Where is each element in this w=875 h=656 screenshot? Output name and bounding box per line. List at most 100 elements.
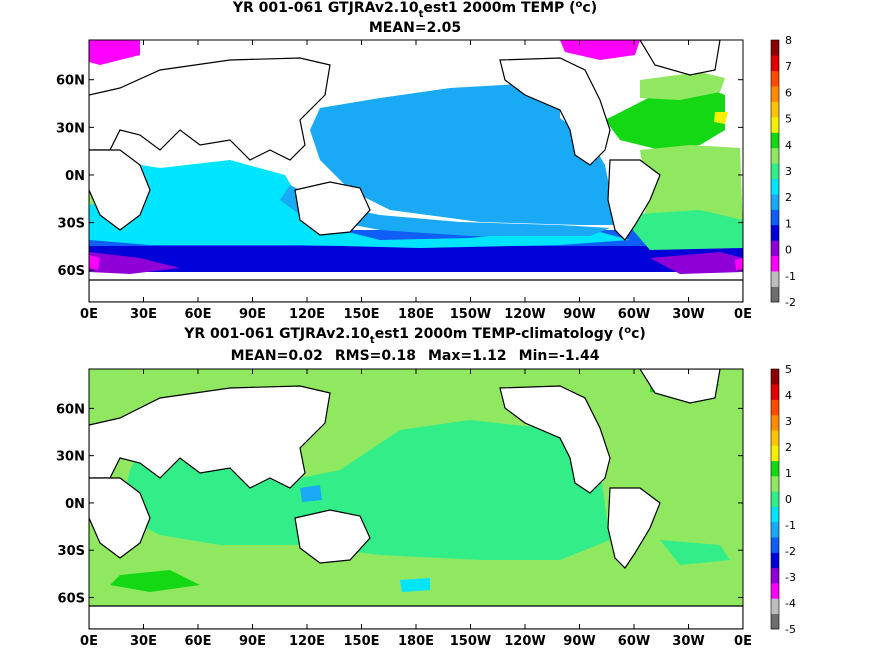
colorbar-level-label: 3 xyxy=(785,165,792,178)
x-tick-label: 150E xyxy=(343,634,379,649)
colorbar-level-label: -3 xyxy=(785,571,796,584)
bottom-title: YR 001-061 GTJRAv2.10test1 2000m TEMP-cl… xyxy=(183,325,646,346)
top-panel: YR 001-061 GTJRAv2.10test1 2000m TEMP (o… xyxy=(56,0,796,322)
stat-mean: MEAN=0.02 xyxy=(231,348,323,364)
colorbar-segment xyxy=(771,537,779,553)
top-southern-blue xyxy=(280,185,610,236)
colorbar-segment xyxy=(771,240,779,257)
colorbar-level-label: 2 xyxy=(785,441,792,454)
colorbar-segment xyxy=(771,147,779,164)
x-tick-label: 90W xyxy=(563,307,595,322)
colorbar-segment xyxy=(771,583,779,599)
colorbar-segment xyxy=(771,491,779,507)
x-tick-label: 180E xyxy=(398,634,434,649)
bottom-land-south-america xyxy=(607,487,661,569)
colorbar-segment xyxy=(771,476,779,492)
top-north-atlantic-green xyxy=(605,85,725,150)
top-land-south-america xyxy=(607,159,661,241)
colorbar-segment xyxy=(771,209,779,226)
top-colorbar: -2 -1 0 1 2 3 4 5 6 7 8 xyxy=(770,34,796,309)
bottom-green-patch-1 xyxy=(110,570,200,592)
colorbar-segment xyxy=(771,613,779,630)
colorbar-segment xyxy=(771,86,779,102)
top-x-ticks: 0E 30E 60E 90E 120E 150E 180E 150W 120W 90W 60W 30W… xyxy=(80,40,752,322)
colorbar-level-label: 3 xyxy=(785,415,792,428)
colorbar-segment xyxy=(771,271,779,287)
x-tick-label: 90W xyxy=(563,634,595,649)
colorbar-segment xyxy=(771,132,779,149)
x-tick-label: 120E xyxy=(289,634,325,649)
x-tick-label: 60E xyxy=(185,307,212,322)
x-tick-label: 60W xyxy=(618,634,650,649)
colorbar-segment xyxy=(771,399,779,416)
x-tick-label: 150W xyxy=(450,307,491,322)
bottom-panel: YR 001-061 GTJRAv2.10test1 2000m TEMP-cl… xyxy=(56,325,796,649)
colorbar-frame xyxy=(770,368,780,630)
y-tick-label: 60S xyxy=(58,264,85,279)
bottom-x-ticks: 0E 30E 60E 90E 120E 150E 180E 150W 120W 90W 60W 30W… xyxy=(80,369,752,649)
top-land-australia xyxy=(294,181,371,236)
x-tick-label: 120W xyxy=(504,634,545,649)
colorbar-level-label: 5 xyxy=(785,113,792,126)
colorbar-level-label: -5 xyxy=(785,623,796,636)
top-land-greenland xyxy=(639,40,721,76)
top-land-eurasia-africa-north xyxy=(89,57,331,161)
colorbar-level-label: -4 xyxy=(785,597,796,610)
colorbar-segment xyxy=(771,552,779,569)
x-tick-label: 150E xyxy=(343,307,379,322)
colorbar-segment xyxy=(771,430,779,446)
top-atlantic-mint-band xyxy=(620,210,743,250)
x-tick-label: 120E xyxy=(289,307,325,322)
top-land-antarctica xyxy=(89,279,743,302)
colorbar-segment xyxy=(771,101,779,118)
top-arctic-lightgreen xyxy=(640,72,725,100)
y-tick-label: 30N xyxy=(56,450,85,465)
stat-min: Min=-1.44 xyxy=(519,348,600,364)
colorbar-level-label: 0 xyxy=(785,244,792,257)
stat-max: Max=1.12 xyxy=(428,348,507,364)
colorbar-segment xyxy=(771,598,779,615)
y-tick-label: 30S xyxy=(58,544,85,559)
colorbar-segment xyxy=(771,414,779,431)
colorbar-level-label: 1 xyxy=(785,217,792,230)
colorbar-segment xyxy=(771,369,779,385)
x-tick-label: 90E xyxy=(239,307,266,322)
x-tick-label: 0E xyxy=(734,307,752,322)
top-pacific-blue xyxy=(310,84,615,225)
bottom-blue-patch xyxy=(300,485,322,502)
y-tick-label: 30N xyxy=(56,121,85,136)
colorbar-segment xyxy=(771,224,779,241)
y-tick-label: 0N xyxy=(65,497,85,512)
x-tick-label: 60E xyxy=(185,634,212,649)
bottom-y-ticks: 60N 30N 0N 30S 60S xyxy=(56,402,743,606)
top-land-north-america xyxy=(499,57,611,166)
x-tick-label: 0E xyxy=(80,307,98,322)
colorbar-segment xyxy=(771,40,779,56)
colorbar-segment xyxy=(771,255,779,272)
top-map xyxy=(89,40,743,302)
colorbar-level-label: -1 xyxy=(785,270,796,283)
colorbar-level-label: -2 xyxy=(785,296,796,309)
colorbar-level-label: -2 xyxy=(785,545,796,558)
y-tick-label: 60N xyxy=(56,74,85,89)
y-tick-label: 30S xyxy=(58,217,85,232)
colorbar-segment xyxy=(771,70,779,87)
colorbar-level-label: 0 xyxy=(785,493,792,506)
colorbar-level-label: 2 xyxy=(785,191,792,204)
top-southern-band-darkblue xyxy=(89,246,743,272)
colorbar-segment xyxy=(771,460,779,477)
bottom-mint-anomaly xyxy=(120,420,610,560)
bottom-map xyxy=(89,369,743,629)
x-tick-label: 30E xyxy=(130,307,157,322)
x-tick-label: 30W xyxy=(672,634,704,649)
colorbar-segment xyxy=(771,445,779,462)
bottom-colorbar: -5 -4 -3 -2 -1 0 1 2 3 4 5 xyxy=(770,363,796,636)
bottom-cyan-patch xyxy=(400,578,430,592)
top-purple-patch-east xyxy=(650,252,743,274)
top-magenta-patch-sw xyxy=(89,255,100,270)
colorbar-level-label: 4 xyxy=(785,139,792,152)
bottom-mint-patch-atlantic xyxy=(660,540,730,565)
colorbar-segment xyxy=(771,567,779,584)
top-magenta-patch-se xyxy=(735,258,743,270)
